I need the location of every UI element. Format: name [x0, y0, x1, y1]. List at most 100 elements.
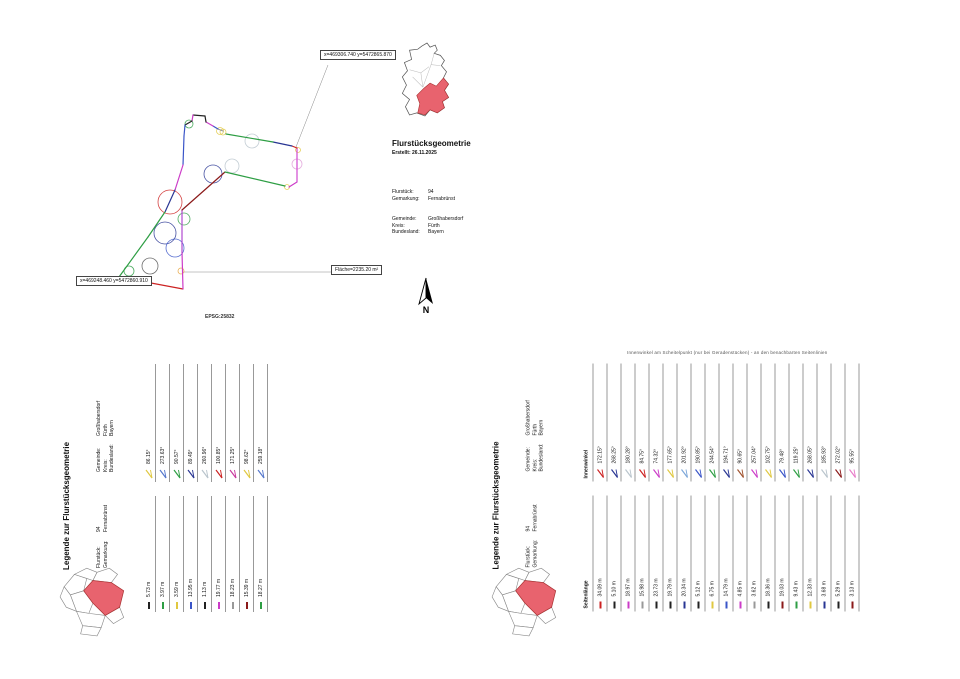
angle-icon: [652, 469, 660, 478]
segment-color-swatch: [711, 601, 713, 609]
arc-marker: [244, 133, 260, 149]
legend-table: Seitenlänge Innenwinkel 34.09 m 172.15° 5.10…: [579, 348, 860, 640]
legend-row: 19.79 m 177.65°: [663, 348, 678, 640]
segment-angle: 190.85°: [695, 446, 701, 464]
legend-row: 18.97 m 180.28°: [621, 348, 636, 640]
bundesland-value: Bayern: [428, 229, 444, 235]
germany-inset-map: [401, 42, 450, 117]
segment-color-swatch: [175, 602, 178, 609]
boundary-segment: [164, 189, 176, 213]
segment-length: 4.85 m: [737, 581, 743, 597]
segment-angle: 244.54°: [709, 446, 715, 464]
arc-marker: [157, 189, 183, 215]
segment-color-swatch: [641, 601, 643, 609]
segment-length: 15.39 m: [243, 578, 250, 597]
bundesland-label: Bundesland:: [392, 229, 420, 235]
segment-length: 23.73 m: [653, 578, 659, 597]
segment-angle: 98.62°: [243, 449, 250, 464]
flurstueck-value: 94: [428, 189, 434, 195]
angle-icon: [159, 469, 166, 479]
gemeinde-label: Gemeinde:: [392, 216, 417, 222]
length-column-header: Seitenlänge: [583, 580, 589, 609]
arc-marker: [224, 158, 240, 174]
segment-angle: 201.92°: [681, 446, 687, 464]
segment-color-swatch: [795, 601, 797, 609]
segment-length: 3.97 m: [159, 581, 166, 597]
legend-row: 5.73 m 86.15°: [142, 360, 156, 640]
legend-row: 19.77 m 100.85°: [212, 360, 226, 640]
angle-icon: [624, 469, 632, 478]
boundary-segment: [205, 121, 214, 127]
highlighted-district: [515, 580, 557, 616]
legend-row: 23.73 m 74.32°: [649, 348, 664, 640]
kreis-label: Kreis:: [392, 222, 405, 229]
boundary-segment: [272, 141, 293, 147]
legend-row: 9.43 m 119.25°: [789, 348, 804, 640]
legend-row: 5.10 m 268.25°: [607, 348, 622, 640]
north-label: N: [423, 305, 430, 315]
angle-icon: [257, 469, 264, 479]
segment-color-swatch: [683, 601, 685, 609]
leader-line: [295, 64, 329, 148]
legend-note: Innenwinkel am Scheitelpunkt (nur bei Ge…: [627, 350, 827, 355]
segment-angle: 90.65°: [737, 448, 743, 464]
legend-row: 4.85 m 90.65°: [733, 348, 748, 640]
angle-icon: [680, 469, 688, 478]
angle-icon: [173, 469, 180, 479]
segment-color-swatch: [161, 602, 164, 609]
segment-angle: 194.71°: [723, 446, 729, 464]
legend-admin-info: Gemeinde: Großhabersdorf Kreis: Fürth Bund…: [525, 400, 545, 472]
legend-right: Legende zur Flurstücksgeometrie Flurstüc…: [488, 348, 865, 640]
arc-marker: [295, 147, 301, 153]
angle-icon: [806, 469, 814, 478]
segment-length: 5.73 m: [145, 581, 152, 597]
angle-icon: [722, 469, 730, 478]
arc-marker: [184, 119, 194, 129]
segment-angle: 172.15°: [597, 446, 603, 464]
map-created-date: Erstellt: 26.11.2025: [392, 150, 437, 156]
segment-color-swatch: [669, 601, 671, 609]
angle-icon: [666, 469, 674, 478]
legend-row: 18.23 m 171.25°: [226, 360, 240, 640]
segment-length: 20.34 m: [681, 578, 687, 597]
segment-length: 3.62 m: [751, 581, 757, 597]
legend-row: 3.97 m 273.63°: [156, 360, 170, 640]
coordinate-label-bottom: x=469248.460 y=5472860.910: [76, 276, 152, 286]
legend-title: Legende zur Flurstücksgeometrie: [491, 441, 501, 570]
segment-length: 14.79 m: [723, 578, 729, 597]
angle-icon: [596, 469, 604, 478]
legend-row: 34.09 m 172.15°: [593, 348, 608, 640]
segment-length: 3.68 m: [821, 581, 827, 597]
segment-color-swatch: [613, 601, 615, 609]
boundary-segment: [181, 171, 226, 211]
segment-color-swatch: [627, 601, 629, 609]
segment-angle: 180.28°: [625, 446, 631, 464]
district-inset-map: [491, 567, 557, 637]
highlighted-district: [83, 580, 125, 616]
legend-header-row: Seitenlänge Innenwinkel: [579, 348, 594, 640]
segment-color-swatch: [259, 602, 262, 609]
angle-icon: [638, 469, 646, 478]
boundary-segment: [184, 120, 193, 126]
segment-length: 19.79 m: [667, 578, 673, 597]
segment-color-swatch: [739, 601, 741, 609]
state-borders: [409, 53, 441, 88]
angle-icon: [229, 469, 236, 479]
segment-length: 5.12 m: [695, 581, 701, 597]
gemarkung-label: Gemarkung:: [392, 195, 420, 202]
segment-angle: 177.65°: [667, 446, 673, 464]
flurstueck-label: Flurstück:: [392, 189, 414, 195]
angle-icon: [778, 469, 786, 478]
legend-row: 15.39 m 98.62°: [240, 360, 254, 640]
segment-color-swatch: [203, 602, 206, 609]
segment-angle: 268.25°: [611, 446, 617, 464]
angle-icon: [764, 469, 772, 478]
segment-angle: 273.63°: [159, 446, 166, 464]
segment-color-swatch: [753, 601, 755, 609]
legend-row: 5.29 m 272.02°: [831, 348, 846, 640]
gemeinde-value: Großhabersdorf: [428, 216, 464, 222]
angle-icon: [201, 469, 208, 479]
legend-row: 13.95 m 89.49°: [184, 360, 198, 640]
segment-color-swatch: [781, 601, 783, 609]
